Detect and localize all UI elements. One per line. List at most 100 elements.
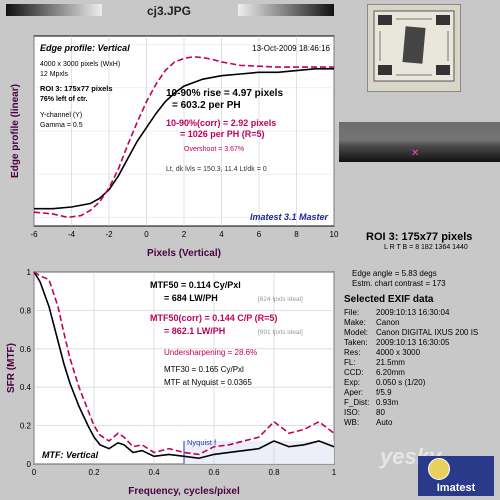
exif-value: 0.050 s (1/20)	[376, 378, 426, 387]
edge-xtick-label: 2	[182, 230, 187, 239]
exif-rows: File: 2009:10:13 16:30:04 Make: Canon Model:…	[344, 308, 478, 428]
exif-row: Make: Canon	[344, 318, 478, 328]
edge-xtick-label: -4	[68, 230, 76, 239]
exif-title: Selected EXIF data	[344, 294, 434, 305]
roi-panel: ROI 3: 175x77 pixels L R T B = 8 182 136…	[366, 232, 472, 253]
exif-row: FL: 21.5mm	[344, 358, 478, 368]
exif-key: F_Dist:	[344, 398, 370, 407]
mtf-ytick-label: 0	[27, 460, 32, 469]
roi-metrics: Edge angle = 5.83 degs Estm. chart contr…	[352, 269, 446, 289]
imatest-badge: Imatest	[418, 456, 494, 496]
exif-value: Auto	[376, 418, 393, 427]
edge-xtick-label: -2	[105, 230, 113, 239]
exif-key: ISO:	[344, 408, 361, 417]
exif-row: Aper: f/5.9	[344, 388, 478, 398]
mtf-series-corrected	[33, 271, 335, 456]
charts-svg: -6 -4 -2 0 2 4 6 8 10 Edge profile: Vertical 13-…	[6, 35, 339, 497]
gray-gradient-right	[238, 4, 334, 16]
mtf-xtick-label: 0.2	[88, 468, 100, 477]
mtf-xtick-label: 0.6	[208, 468, 220, 477]
mtf-grid	[33, 271, 335, 465]
edge-ticks: -6 -4 -2 0 2 4 6 8 10	[30, 230, 339, 239]
exif-row: Exp: 0.050 s (1/20)	[344, 378, 478, 388]
exif-key: FL:	[344, 358, 356, 367]
mtf-xtick-label: 0	[32, 468, 37, 477]
mtf-ylabel: SFR (MTF)	[6, 343, 17, 393]
exif-panel: Selected EXIF data File: 2009:10:13 16:30…	[344, 295, 478, 428]
edge-info-2: 12 Mpxls	[40, 71, 69, 78]
edge-xtick-label: 8	[294, 230, 299, 239]
edge-xtick-label: -6	[30, 230, 38, 239]
roi-crop-image: ✕	[339, 122, 500, 162]
exif-value: f/5.9	[376, 388, 392, 397]
exif-key: WB:	[344, 418, 360, 427]
edge-series-measured	[34, 68, 334, 210]
exif-value: 2009:10:13 16:30:04	[376, 308, 450, 317]
mtf30: MTF30 = 0.165 Cy/Pxl	[164, 365, 244, 374]
mtf-ytick-label: 0.2	[20, 422, 32, 431]
nyquist-shade	[184, 440, 334, 464]
mtf-nyquist-text: MTF at Nyquist = 0.0365	[164, 378, 252, 387]
edge-angle: Edge angle = 5.83 degs	[352, 269, 437, 278]
roi-lrtb-label: L R T B	[384, 244, 408, 251]
edge-levels: Lt, dk lvls = 150.3, 11.4 Lt/dk = 0	[166, 166, 267, 173]
test-chart-thumbnail	[367, 4, 461, 92]
edge-xtick-label: 4	[219, 230, 224, 239]
edge-rise-1: 10-90% rise = 4.97 pixels	[166, 88, 283, 99]
exif-key: Aper:	[344, 388, 364, 397]
mtf-ytick-label: 1	[27, 268, 32, 277]
window-title: cj3.JPG	[146, 4, 192, 18]
exif-value: Canon	[376, 318, 400, 327]
mtf50c-ideal: [991 lpxls ideal]	[258, 329, 303, 336]
exif-row: Taken: 2009:10:13 16:30:05	[344, 338, 478, 348]
edge-xtick-label: 6	[257, 230, 262, 239]
exif-row: F_Dist: 0.93m	[344, 398, 478, 408]
exif-value: 0.93m	[376, 398, 399, 407]
exif-key: Model:	[344, 328, 369, 337]
roi-marker-icon: ✕	[411, 148, 419, 159]
mtf50-ideal: [624 lpxls ideal]	[258, 296, 303, 303]
edge-roi-1: ROI 3: 175x77 pixels	[40, 84, 113, 93]
exif-row: ISO: 80	[344, 408, 478, 418]
exif-value: 21.5mm	[376, 358, 405, 367]
mtf-ytick-label: 0.8	[20, 306, 32, 315]
edge-title: Edge profile: Vertical	[40, 43, 130, 53]
exif-row: Model: Canon DIGITAL IXUS 200 IS	[344, 328, 478, 338]
mtf-title: MTF: Vertical	[42, 450, 99, 460]
edge-series-corrected	[33, 55, 334, 219]
mtf-ticks: 0 0.2 0.4 0.6 0.8 1 0 0.2 0.4 0.6 0.8 1	[20, 268, 337, 477]
edge-ylabel: Edge profile (linear)	[10, 84, 21, 178]
exif-key: File:	[344, 308, 360, 317]
edge-risecorr-2: = 1026 per PH (R=5)	[180, 129, 265, 139]
edge-overshoot: Overshoot = 3.67%	[184, 146, 244, 153]
mtf-xtick-label: 0.4	[148, 468, 160, 477]
edge-risecorr-1: 10-90%(corr) = 2.92 pixels	[166, 118, 276, 128]
roi-panel-title: ROI 3: 175x77 pixels	[366, 231, 473, 243]
nyquist-label: Nyquist f	[187, 438, 217, 447]
mtf-xtick-label: 1	[332, 468, 337, 477]
exif-key: CCD:	[344, 368, 364, 377]
exif-value: 4000 x 3000	[376, 348, 421, 357]
exif-row: WB: Auto	[344, 418, 478, 428]
mtf50-1: MTF50 = 0.114 Cy/Pxl	[150, 280, 241, 290]
mtf50c-2: = 862.1 LW/PH	[164, 326, 225, 336]
imatest-logo-icon	[428, 458, 450, 480]
mtf-nyquist-region	[183, 440, 334, 464]
exif-value: 80	[376, 408, 385, 417]
mtf50-2: = 684 LW/PH	[164, 293, 218, 303]
exif-value: 6.20mm	[376, 368, 405, 377]
edge-channel-2: Gamma = 0.5	[40, 122, 83, 129]
exif-key: Make:	[344, 318, 366, 327]
edge-xtick-label: 0	[144, 230, 149, 239]
mtf-lines	[33, 271, 335, 460]
edge-lines	[33, 55, 334, 219]
mtf-ytick-label: 0.6	[20, 345, 32, 354]
mtf-xlabel: Frequency, cycles/pixel	[128, 486, 240, 497]
exif-value: 2009:10:13 16:30:05	[376, 338, 450, 347]
edge-rise-2: = 603.2 per PH	[172, 100, 241, 111]
exif-key: Res:	[344, 348, 361, 357]
exif-row: CCD: 6.20mm	[344, 368, 478, 378]
roi-lrtb-values: = 8 182 1364 1440	[409, 244, 468, 251]
mtf-xtick-label: 0.8	[268, 468, 280, 477]
exif-row: Res: 4000 x 3000	[344, 348, 478, 358]
